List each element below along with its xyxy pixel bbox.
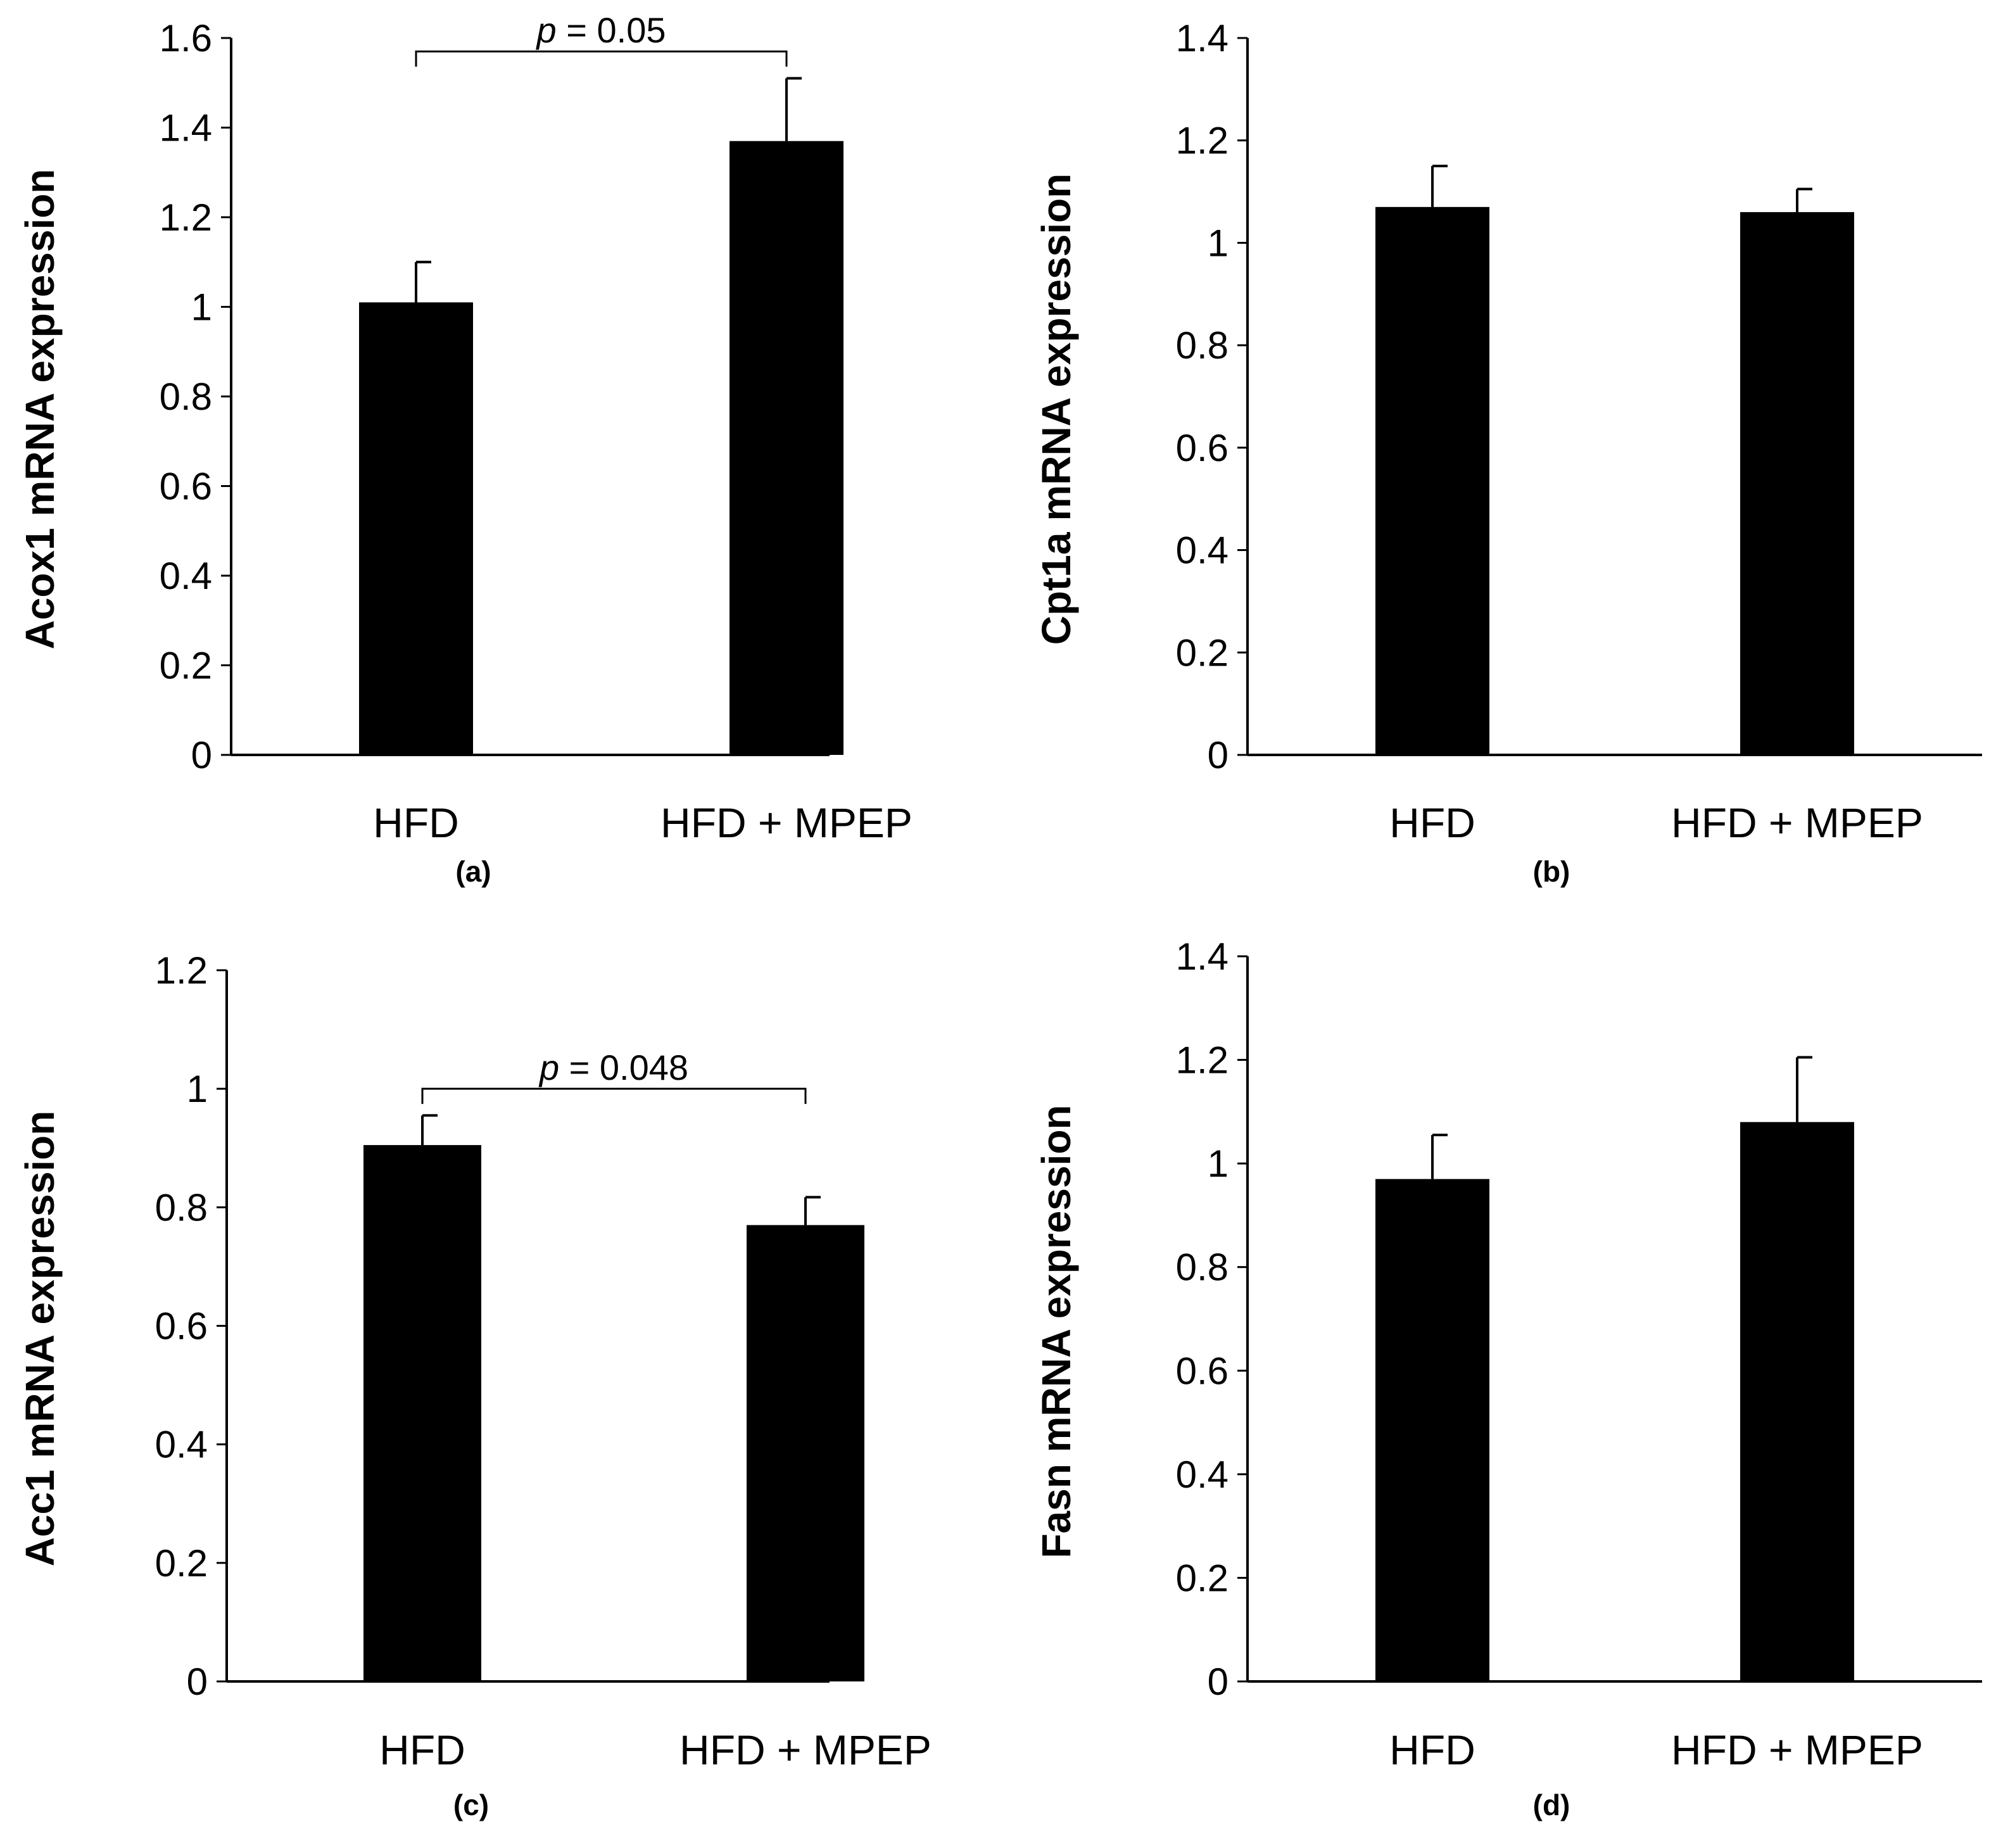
bar-hfd (359, 302, 473, 755)
bar-hfd-mpep (747, 1225, 864, 1681)
y-tick-label: 0.6 (155, 1305, 208, 1348)
chart-panel-c: 0 0.2 0.4 0.6 0.8 1 1.2 HFD HFD + MPEP Acc1 mRNA … (17, 949, 932, 1821)
p-symbol: p (536, 10, 557, 50)
p-symbol: p (538, 1047, 559, 1087)
y-tick-label: 0.2 (1176, 1557, 1229, 1599)
x-category-label: HFD (379, 1726, 465, 1773)
significance-label: p = 0.048 (538, 1047, 688, 1087)
y-tick-label: 1 (187, 1068, 208, 1110)
y-tick-label: 0.2 (155, 1542, 208, 1585)
chart-panel-a: 0 0.2 0.4 0.6 0.8 1 1.2 1.4 1.6 HFD HFD + MPEP Acox… (17, 10, 913, 888)
y-tick-label: 0.8 (155, 1186, 208, 1229)
x-category-label: HFD (1389, 799, 1475, 846)
y-tick-label: 0.4 (155, 1424, 208, 1466)
panel-label: (c) (453, 1788, 489, 1821)
bar-hfd-mpep (1740, 1122, 1854, 1681)
y-tick-label: 0.2 (160, 645, 212, 687)
y-tick-label: 0.6 (1176, 427, 1229, 469)
y-tick-label: 0.6 (160, 465, 212, 508)
chart-panel-b: 0 0.2 0.4 0.6 0.8 1 1.2 1.4 HFD HFD + MPEP Cpt1a m… (1033, 17, 1982, 888)
y-tick-label: 0.4 (160, 555, 212, 597)
y-axis-title: Fasn mRNA expression (1033, 1104, 1079, 1558)
x-category-label: HFD (373, 799, 459, 846)
bar-hfd (1375, 1179, 1489, 1681)
y-tick-label: 1.4 (1176, 17, 1229, 60)
y-tick-label: 0 (1208, 1661, 1229, 1703)
y-tick-label: 0.2 (1176, 631, 1229, 674)
y-tick-label: 0 (191, 734, 212, 776)
y-axis-title: Acox1 mRNA expression (17, 169, 63, 650)
y-tick-label: 1 (191, 286, 212, 329)
p-value-text: = 0.048 (559, 1047, 688, 1087)
y-tick-label: 0.4 (1176, 529, 1229, 572)
y-tick-label: 1 (1208, 1142, 1229, 1185)
panel-label: (d) (1533, 1788, 1570, 1821)
y-tick-label: 0 (187, 1661, 208, 1703)
significance-bracket (421, 1087, 807, 1104)
chart-panel-d: 0 0.2 0.4 0.6 0.8 1 1.2 1.4 HFD HFD + MPEP Fasn mR… (1033, 935, 1982, 1821)
y-tick-label: 1.2 (1176, 1039, 1229, 1082)
x-category-label: HFD + MPEP (679, 1726, 932, 1773)
x-category-label: HFD + MPEP (660, 799, 913, 846)
bar-hfd (363, 1145, 481, 1681)
panel-label: (b) (1533, 855, 1570, 888)
x-category-label: HFD (1389, 1726, 1475, 1773)
p-value-text: = 0.05 (557, 10, 666, 50)
y-tick-label: 1.4 (1176, 935, 1229, 978)
x-category-label: HFD + MPEP (1671, 799, 1923, 846)
significance-bracket (415, 50, 788, 67)
significance-label: p = 0.05 (536, 10, 666, 50)
bar-hfd (1375, 206, 1489, 755)
y-tick-label: 1.2 (1176, 120, 1229, 162)
x-category-label: HFD + MPEP (1671, 1726, 1923, 1773)
bar-hfd-mpep (1740, 212, 1854, 755)
y-tick-label: 0.8 (1176, 324, 1229, 367)
y-axis-title: Acc1 mRNA expression (17, 1111, 63, 1567)
y-tick-label: 1 (1208, 222, 1229, 264)
y-axis-title: Cpt1a mRNA expression (1033, 174, 1079, 645)
y-tick-label: 0.8 (160, 376, 212, 418)
y-tick-label: 0 (1208, 734, 1229, 776)
y-tick-label: 0.6 (1176, 1350, 1229, 1392)
y-tick-label: 1.2 (155, 949, 208, 992)
y-tick-label: 1.2 (160, 196, 212, 239)
y-tick-label: 0.4 (1176, 1453, 1229, 1496)
bar-hfd-mpep (730, 141, 843, 756)
y-tick-label: 0.8 (1176, 1246, 1229, 1289)
panel-label: (a) (455, 855, 491, 888)
y-tick-label: 1.4 (160, 107, 212, 149)
y-tick-label: 1.6 (160, 17, 212, 60)
